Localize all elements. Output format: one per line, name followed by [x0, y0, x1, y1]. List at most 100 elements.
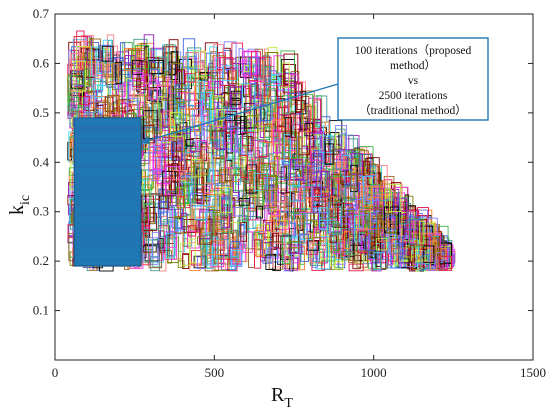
traditional-sample-rect	[238, 48, 244, 71]
traditional-sample-rect	[94, 60, 107, 82]
traditional-sample-rect	[379, 191, 393, 201]
traditional-sample-rect	[251, 166, 260, 182]
traditional-sample-rect	[190, 192, 203, 207]
traditional-sample-rect	[230, 86, 242, 109]
traditional-sample-rect	[330, 173, 339, 197]
traditional-sample-rect	[440, 248, 447, 260]
traditional-sample-rect	[68, 233, 74, 262]
traditional-sample-rect	[156, 84, 172, 115]
traditional-sample-rect	[438, 255, 453, 271]
traditional-sample-rect	[222, 65, 239, 81]
traditional-sample-rect	[219, 131, 225, 158]
traditional-sample-rect	[299, 186, 313, 213]
traditional-sample-rect	[289, 172, 297, 192]
y-tick-label: 0.2	[33, 253, 49, 268]
traditional-sample-rect	[430, 256, 439, 267]
traditional-sample-rect	[189, 74, 196, 82]
traditional-sample-rect	[276, 219, 289, 228]
traditional-sample-rect	[186, 230, 200, 249]
traditional-sample-rect	[398, 236, 403, 259]
traditional-sample-rect	[169, 220, 179, 232]
traditional-sample-rect	[217, 52, 226, 70]
traditional-sample-rect	[321, 201, 327, 213]
traditional-sample-rect	[368, 250, 377, 259]
traditional-sample-rect	[283, 53, 299, 83]
traditional-sample-rect	[369, 205, 383, 229]
y-tick-label: 0.6	[33, 55, 50, 70]
traditional-sample-rect	[173, 96, 181, 120]
traditional-sample-rect	[177, 134, 183, 160]
traditional-sample-rect	[247, 186, 260, 197]
traditional-sample-rect	[99, 44, 111, 73]
traditional-sample-rect	[201, 146, 210, 170]
traditional-sample-rect	[230, 126, 239, 152]
annotation-line-3: vs	[408, 75, 419, 87]
traditional-sample-rect	[251, 51, 261, 77]
traditional-sample-rect	[258, 162, 271, 180]
traditional-sample-rect	[212, 55, 226, 80]
traditional-sample-rect	[170, 51, 179, 80]
traditional-sample-rect	[344, 169, 352, 186]
traditional-sample-rect	[220, 106, 233, 115]
traditional-sample-rect	[365, 236, 371, 251]
traditional-sample-rect	[295, 83, 302, 113]
traditional-sample-rect	[280, 50, 295, 81]
traditional-sample-rect	[293, 213, 307, 236]
traditional-sample-rect	[293, 246, 300, 264]
traditional-sample-rect	[264, 177, 273, 203]
traditional-sample-rect	[241, 83, 256, 108]
traditional-sample-rect	[238, 198, 250, 206]
traditional-sample-rect	[116, 99, 131, 112]
traditional-sample-rect	[184, 73, 196, 83]
traditional-sample-rect	[373, 185, 380, 213]
traditional-sample-rect	[95, 58, 108, 79]
traditional-sample-rect	[253, 64, 263, 80]
traditional-sample-rect	[261, 241, 272, 258]
traditional-sample-rect	[212, 140, 228, 172]
traditional-sample-rect	[164, 110, 170, 125]
y-tick-label: 0.7	[33, 6, 50, 21]
annotation: 100 iterations（proposed method） vs 2500 …	[140, 37, 489, 145]
traditional-sample-rect	[217, 101, 229, 110]
traditional-sample-rect	[94, 101, 110, 117]
traditional-sample-rect	[276, 176, 288, 184]
traditional-sample-rect	[106, 63, 120, 83]
traditional-sample-rect	[349, 172, 359, 190]
traditional-sample-rect	[230, 240, 240, 249]
traditional-sample-rect	[70, 49, 79, 76]
traditional-sample-rect	[274, 101, 290, 120]
traditional-sample-rect	[358, 208, 371, 230]
traditional-sample-rect	[283, 134, 291, 165]
traditional-sample-rect	[284, 117, 293, 137]
traditional-sample-rect	[409, 244, 415, 263]
traditional-sample-rect	[142, 184, 152, 206]
traditional-sample-rect	[146, 87, 154, 119]
traditional-sample-rect	[112, 62, 119, 90]
traditional-sample-rect	[296, 215, 302, 230]
traditional-sample-rect	[290, 113, 296, 139]
traditional-sample-rect	[240, 154, 249, 179]
traditional-sample-rect	[200, 104, 210, 128]
traditional-sample-rect	[171, 141, 176, 153]
traditional-sample-rect	[201, 92, 212, 123]
traditional-sample-rect	[417, 262, 427, 271]
traditional-sample-rect	[332, 206, 342, 234]
traditional-sample-rect	[219, 57, 234, 86]
traditional-sample-rect	[288, 244, 303, 255]
traditional-sample-rect	[185, 139, 194, 147]
x-tick-label: 500	[205, 365, 225, 380]
traditional-sample-rect	[344, 185, 355, 201]
traditional-sample-rect	[71, 52, 82, 71]
traditional-sample-rect	[346, 233, 358, 256]
traditional-sample-rect	[107, 95, 120, 118]
traditional-sample-rect	[157, 238, 164, 249]
traditional-sample-rect	[319, 207, 329, 230]
y-axis-label: kic	[6, 195, 33, 215]
proposed-region	[73, 117, 142, 267]
traditional-sample-rect	[290, 177, 303, 190]
traditional-sample-rect	[300, 233, 309, 262]
annotation-box	[337, 37, 489, 121]
traditional-sample-rect	[227, 229, 238, 258]
traditional-sample-rect	[271, 201, 285, 234]
traditional-sample-rect	[356, 250, 369, 268]
